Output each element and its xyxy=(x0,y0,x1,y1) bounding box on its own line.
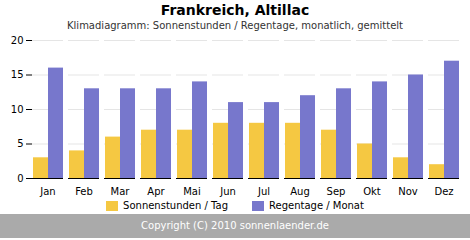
html-text:Frankreich, Altillac: Frankreich, Altillac xyxy=(160,2,310,18)
svg-text:Feb: Feb xyxy=(75,186,93,197)
svg-text:Dez: Dez xyxy=(434,186,453,197)
html-text:Copyright (C) 2010 sonnenlaend: Copyright (C) 2010 sonnenlaender.de xyxy=(141,220,329,231)
svg-text:Sep: Sep xyxy=(327,186,346,197)
svg-text:Mai: Mai xyxy=(183,186,201,197)
html-text:Klimadiagramm: Sonnenstunden /: Klimadiagramm: Sonnenstunden / Regentage… xyxy=(67,20,403,31)
html-text:Regentage / Monat: Regentage / Monat xyxy=(269,200,364,211)
svg-text:Jun: Jun xyxy=(219,186,236,197)
svg-text:Nov: Nov xyxy=(398,186,418,197)
svg-text:Jul: Jul xyxy=(257,186,270,197)
svg-text:20: 20 xyxy=(11,35,24,46)
svg-text:Apr: Apr xyxy=(147,186,165,197)
svg-text:Aug: Aug xyxy=(290,186,310,197)
html-text:Sonnenstunden / Tag: Sonnenstunden / Tag xyxy=(123,200,228,211)
svg-text:Jan: Jan xyxy=(39,186,55,197)
svg-text:10: 10 xyxy=(11,104,24,115)
svg-text:15: 15 xyxy=(11,69,24,80)
svg-text:Okt: Okt xyxy=(363,186,381,197)
svg-text:5: 5 xyxy=(17,138,23,149)
svg-text:Mar: Mar xyxy=(111,186,131,197)
svg-text:0: 0 xyxy=(17,173,23,184)
